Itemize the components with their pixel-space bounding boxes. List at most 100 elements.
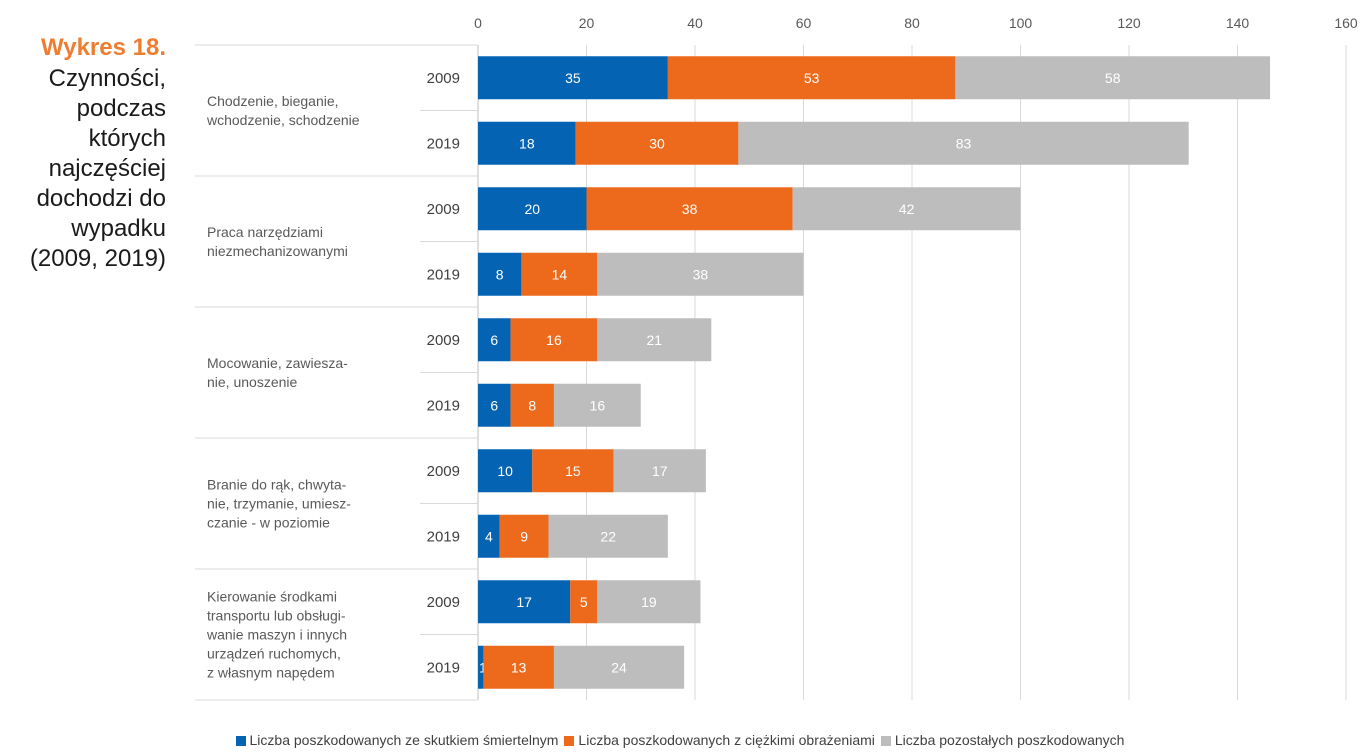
bar-segment bbox=[478, 383, 511, 427]
x-tick-label: 40 bbox=[687, 15, 703, 31]
category-label: Branie do rąk, chwyta- bbox=[207, 477, 347, 493]
year-label: 2019 bbox=[427, 397, 460, 414]
data-label: 1 bbox=[479, 659, 487, 675]
data-label: 8 bbox=[528, 397, 536, 413]
data-label: 4 bbox=[485, 528, 493, 544]
category-label: transportu lub obsługi- bbox=[207, 608, 346, 624]
bar-segment bbox=[532, 449, 614, 493]
data-label: 9 bbox=[520, 528, 528, 544]
x-tick-label: 120 bbox=[1117, 15, 1141, 31]
x-tick-label: 80 bbox=[904, 15, 920, 31]
data-label: 17 bbox=[652, 463, 668, 479]
data-label: 5 bbox=[580, 594, 588, 610]
data-label: 24 bbox=[611, 659, 627, 675]
category-label: Praca narzędziami bbox=[207, 224, 323, 240]
chart-legend: Liczba poszkodowanych ze skutkiem śmiert… bbox=[0, 732, 1360, 748]
bar-segment bbox=[478, 187, 587, 231]
bar-segment bbox=[575, 121, 739, 165]
data-label: 16 bbox=[590, 397, 606, 413]
bar-segment bbox=[478, 56, 668, 100]
category-label: czanie - w poziomie bbox=[207, 515, 330, 531]
data-label: 10 bbox=[497, 463, 513, 479]
legend-item: Liczba pozostałych poszkodowanych bbox=[880, 732, 1125, 748]
category-label: nie, unoszenie bbox=[207, 374, 298, 390]
data-label: 38 bbox=[693, 266, 709, 282]
data-label: 16 bbox=[546, 332, 562, 348]
category-label: Kierowanie środkami bbox=[207, 589, 337, 605]
bar-segment bbox=[597, 252, 804, 296]
bar-segment bbox=[483, 645, 554, 689]
year-label: 2009 bbox=[427, 332, 460, 349]
bar-segment bbox=[955, 56, 1271, 100]
bar-segment bbox=[478, 252, 522, 296]
year-label: 2019 bbox=[427, 266, 460, 283]
legend-swatch bbox=[880, 736, 891, 746]
bar-segment bbox=[570, 580, 598, 624]
x-tick-label: 100 bbox=[1009, 15, 1033, 31]
year-label: 2009 bbox=[427, 594, 460, 611]
year-label: 2019 bbox=[427, 135, 460, 152]
bar-segment bbox=[667, 56, 956, 100]
data-label: 19 bbox=[641, 594, 657, 610]
bar-segment bbox=[553, 383, 641, 427]
data-label: 6 bbox=[490, 397, 498, 413]
legend-label: Liczba pozostałych poszkodowanych bbox=[894, 732, 1125, 748]
data-label: 21 bbox=[647, 332, 663, 348]
x-tick-label: 140 bbox=[1226, 15, 1250, 31]
bar-segment bbox=[548, 514, 668, 558]
caption-number: Wykres 18. bbox=[41, 34, 166, 61]
bar-segment bbox=[478, 580, 571, 624]
data-label: 83 bbox=[956, 135, 972, 151]
bar-segment bbox=[521, 252, 598, 296]
legend-swatch bbox=[564, 736, 575, 746]
chart-caption: Wykres 18. Czynności, podczas których na… bbox=[0, 34, 166, 274]
bar-segment bbox=[478, 645, 484, 689]
year-label: 2019 bbox=[427, 659, 460, 676]
year-label: 2009 bbox=[427, 201, 460, 218]
bar-segment bbox=[597, 580, 701, 624]
data-label: 42 bbox=[899, 201, 915, 217]
x-tick-label: 20 bbox=[579, 15, 595, 31]
bar-segment bbox=[478, 318, 511, 362]
bar-segment bbox=[499, 514, 549, 558]
bar-segment bbox=[510, 383, 554, 427]
data-label: 30 bbox=[649, 135, 665, 151]
year-label: 2009 bbox=[427, 463, 460, 480]
category-label: niezmechanizowanymi bbox=[207, 243, 348, 259]
category-label: Mocowanie, zawiesza- bbox=[207, 355, 348, 371]
data-label: 35 bbox=[565, 70, 581, 86]
x-tick-label: 160 bbox=[1334, 15, 1358, 31]
bar-segment bbox=[597, 318, 712, 362]
data-label: 20 bbox=[524, 201, 540, 217]
category-label: z własnym napędem bbox=[207, 665, 335, 681]
category-label: urządzeń ruchomych, bbox=[207, 646, 341, 662]
x-tick-label: 60 bbox=[796, 15, 812, 31]
category-label: wanie maszyn i innych bbox=[206, 627, 347, 643]
data-label: 17 bbox=[516, 594, 532, 610]
year-label: 2009 bbox=[427, 70, 460, 87]
data-label: 38 bbox=[682, 201, 698, 217]
x-tick-label: 0 bbox=[474, 15, 482, 31]
data-label: 18 bbox=[519, 135, 535, 151]
caption-title: Czynności, podczas których najczęściej d… bbox=[29, 65, 166, 272]
legend-item: Liczba poszkodowanych z ciężkimi obrażen… bbox=[564, 732, 875, 748]
bar-segment bbox=[553, 645, 685, 689]
category-label: nie, trzymanie, umiesz- bbox=[207, 496, 351, 512]
bar-segment bbox=[613, 449, 706, 493]
bar-segment bbox=[792, 187, 1021, 231]
data-label: 13 bbox=[511, 659, 527, 675]
bar-segment bbox=[586, 187, 793, 231]
legend-item: Liczba poszkodowanych ze skutkiem śmiert… bbox=[235, 732, 559, 748]
data-label: 15 bbox=[565, 463, 581, 479]
legend-label: Liczba poszkodowanych ze skutkiem śmiert… bbox=[249, 732, 559, 748]
bar-segment bbox=[738, 121, 1189, 165]
data-label: 8 bbox=[496, 266, 504, 282]
data-label: 6 bbox=[490, 332, 498, 348]
bar-segment bbox=[478, 449, 533, 493]
legend-label: Liczba poszkodowanych z ciężkimi obrażen… bbox=[578, 732, 875, 748]
category-label: wchodzenie, schodzenie bbox=[206, 112, 360, 128]
bar-segment bbox=[478, 514, 500, 558]
category-label: Chodzenie, bieganie, bbox=[207, 93, 339, 109]
legend-swatch bbox=[235, 736, 246, 746]
